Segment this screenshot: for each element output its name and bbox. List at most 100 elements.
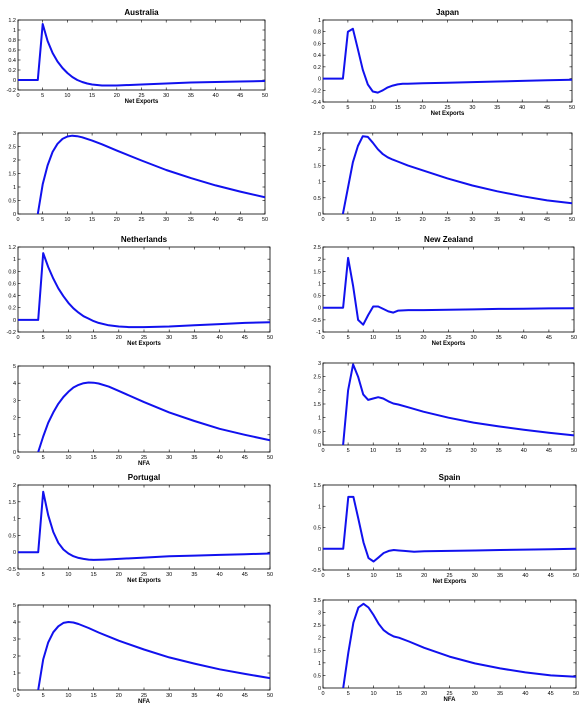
x-tick-label: 35 bbox=[496, 335, 502, 341]
y-tick-label: 2.5 bbox=[313, 245, 321, 251]
chart-panel: 0 5 10 15 20 25 30 35 40 45 50 0 0.5 1 1.5 2 2.5 3 bbox=[313, 361, 577, 454]
x-tick-label: 30 bbox=[166, 572, 172, 578]
x-tick-label: 30 bbox=[469, 217, 475, 223]
y-tick-label: 1 bbox=[13, 671, 16, 677]
x-tick-label: 5 bbox=[346, 217, 349, 223]
x-tick-label: 30 bbox=[166, 455, 172, 461]
x-tick-label: 50 bbox=[569, 217, 575, 223]
y-tick-label: 1 bbox=[318, 18, 321, 24]
x-axis-label: Net Exports bbox=[432, 341, 466, 347]
y-tick-label: 1.5 bbox=[313, 269, 321, 275]
y-tick-label: 2 bbox=[318, 147, 321, 153]
x-tick-label: 20 bbox=[420, 217, 426, 223]
y-tick-label: 2.5 bbox=[313, 375, 321, 381]
y-tick-label: -1 bbox=[316, 330, 321, 336]
x-tick-label: 5 bbox=[41, 93, 44, 99]
x-tick-label: 5 bbox=[42, 572, 45, 578]
panel-title: Australia bbox=[124, 8, 159, 17]
y-tick-label: 2 bbox=[318, 388, 321, 394]
plot-frame bbox=[322, 362, 575, 446]
y-tick-label: 2.5 bbox=[313, 623, 321, 629]
x-tick-label: 25 bbox=[445, 448, 451, 454]
x-tick-label: 40 bbox=[519, 105, 525, 111]
y-tick-label: 0.6 bbox=[8, 281, 16, 287]
x-tick-label: 25 bbox=[141, 455, 147, 461]
x-tick-label: 40 bbox=[521, 448, 527, 454]
x-axis-label: Net Exports bbox=[125, 99, 159, 105]
x-tick-label: 30 bbox=[472, 573, 478, 579]
x-tick-label: 25 bbox=[138, 217, 144, 223]
y-tick-label: 2 bbox=[13, 483, 16, 489]
y-tick-label: 5 bbox=[13, 603, 16, 609]
y-tick-label: -0.5 bbox=[312, 318, 321, 324]
series-line bbox=[37, 381, 270, 452]
panel-title: Netherlands bbox=[121, 235, 168, 244]
y-tick-label: 0 bbox=[13, 212, 16, 218]
y-tick-label: 0 bbox=[13, 318, 16, 324]
y-tick-label: 1.5 bbox=[313, 483, 321, 489]
x-tick-label: 35 bbox=[494, 217, 500, 223]
x-tick-label: 25 bbox=[444, 217, 450, 223]
y-tick-label: 1 bbox=[318, 180, 321, 186]
x-tick-label: 15 bbox=[395, 335, 401, 341]
series-line bbox=[18, 23, 265, 87]
x-tick-label: 25 bbox=[141, 693, 147, 699]
x-tick-label: 5 bbox=[42, 335, 45, 341]
x-tick-label: 45 bbox=[242, 335, 248, 341]
x-tick-label: 35 bbox=[497, 691, 503, 697]
panel-title: New Zealand bbox=[424, 235, 473, 244]
x-tick-label: 10 bbox=[65, 572, 71, 578]
series-line bbox=[323, 27, 572, 94]
x-tick-label: 0 bbox=[16, 693, 19, 699]
x-tick-label: 40 bbox=[522, 691, 528, 697]
x-tick-label: 35 bbox=[191, 335, 197, 341]
x-tick-label: 40 bbox=[217, 335, 223, 341]
y-tick-label: 0 bbox=[318, 443, 321, 449]
x-tick-label: 20 bbox=[420, 448, 426, 454]
x-tick-label: 30 bbox=[163, 93, 169, 99]
y-tick-label: 0.5 bbox=[313, 526, 321, 532]
x-tick-label: 10 bbox=[65, 693, 71, 699]
x-tick-label: 20 bbox=[114, 217, 120, 223]
x-axis-label: Net Exports bbox=[127, 578, 161, 584]
x-tick-label: 25 bbox=[141, 335, 147, 341]
y-tick-label: 1 bbox=[13, 517, 16, 523]
x-tick-label: 15 bbox=[395, 448, 401, 454]
y-tick-label: 1.5 bbox=[8, 172, 16, 178]
x-tick-label: 25 bbox=[138, 93, 144, 99]
x-axis-label: Net Exports bbox=[433, 579, 467, 585]
y-tick-label: 0.4 bbox=[8, 294, 16, 300]
y-tick-label: 0.8 bbox=[8, 269, 16, 275]
y-tick-label: 0 bbox=[13, 688, 16, 694]
y-tick-label: 1 bbox=[318, 661, 321, 667]
x-tick-label: 5 bbox=[347, 573, 350, 579]
x-tick-label: 45 bbox=[242, 455, 248, 461]
y-tick-label: 1 bbox=[13, 433, 16, 439]
x-tick-label: 50 bbox=[267, 693, 273, 699]
y-tick-label: 0 bbox=[318, 306, 321, 312]
x-tick-label: 0 bbox=[321, 573, 324, 579]
y-tick-label: 0.6 bbox=[8, 48, 16, 54]
x-axis-label: NFA bbox=[138, 461, 151, 467]
plot-frame bbox=[322, 132, 573, 215]
chart-panel: 0 5 10 15 20 25 30 35 40 45 50-0.200.20.40.60.811.… bbox=[7, 8, 269, 105]
x-tick-label: 30 bbox=[163, 217, 169, 223]
x-tick-label: 10 bbox=[65, 335, 71, 341]
panel-title: Portugal bbox=[128, 473, 160, 482]
x-axis-label: Net Exports bbox=[127, 341, 161, 347]
y-tick-label: 1 bbox=[13, 185, 16, 191]
plot-frame bbox=[17, 604, 271, 691]
x-tick-label: 50 bbox=[571, 448, 577, 454]
x-tick-label: 20 bbox=[116, 455, 122, 461]
y-tick-label: 2 bbox=[13, 158, 16, 164]
x-tick-label: 50 bbox=[262, 217, 268, 223]
y-tick-label: 0.5 bbox=[8, 199, 16, 205]
x-tick-label: 35 bbox=[496, 448, 502, 454]
x-tick-label: 45 bbox=[242, 572, 248, 578]
x-tick-label: 0 bbox=[321, 217, 324, 223]
y-tick-label: 1.2 bbox=[8, 245, 16, 251]
x-tick-label: 10 bbox=[371, 573, 377, 579]
y-tick-label: 0.5 bbox=[313, 196, 321, 202]
y-tick-label: 1.5 bbox=[8, 500, 16, 506]
x-tick-label: 5 bbox=[346, 105, 349, 111]
